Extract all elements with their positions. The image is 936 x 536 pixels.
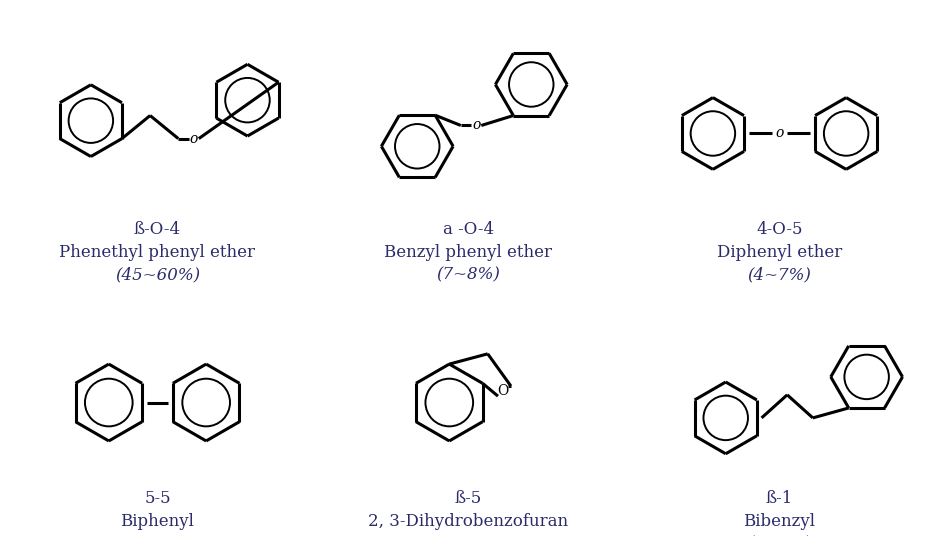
Text: 4-O-5: 4-O-5 — [755, 221, 802, 237]
Text: Diphenyl ether: Diphenyl ether — [716, 244, 841, 260]
Text: Phenethyl phenyl ether: Phenethyl phenyl ether — [59, 244, 256, 260]
Text: o: o — [774, 126, 782, 140]
Text: Biphenyl: Biphenyl — [121, 513, 194, 530]
Text: (4~7%): (4~7%) — [747, 267, 811, 284]
Text: o: o — [189, 132, 197, 146]
Text: 5-5: 5-5 — [144, 490, 170, 507]
Text: ß-O-4: ß-O-4 — [134, 221, 181, 237]
Text: 2, 3-Dihydrobenzofuran: 2, 3-Dihydrobenzofuran — [368, 513, 568, 530]
Text: a -O-4: a -O-4 — [443, 221, 493, 237]
Text: O: O — [497, 384, 508, 398]
Text: (7~8%): (7~8%) — [436, 267, 500, 284]
Text: Bibenzyl: Bibenzyl — [743, 513, 814, 530]
Text: (45~60%): (45~60%) — [115, 267, 199, 284]
Text: Benzyl phenyl ether: Benzyl phenyl ether — [384, 244, 552, 260]
Text: o: o — [472, 118, 480, 132]
Text: ß-5: ß-5 — [454, 490, 482, 507]
Text: ß-1: ß-1 — [765, 490, 793, 507]
